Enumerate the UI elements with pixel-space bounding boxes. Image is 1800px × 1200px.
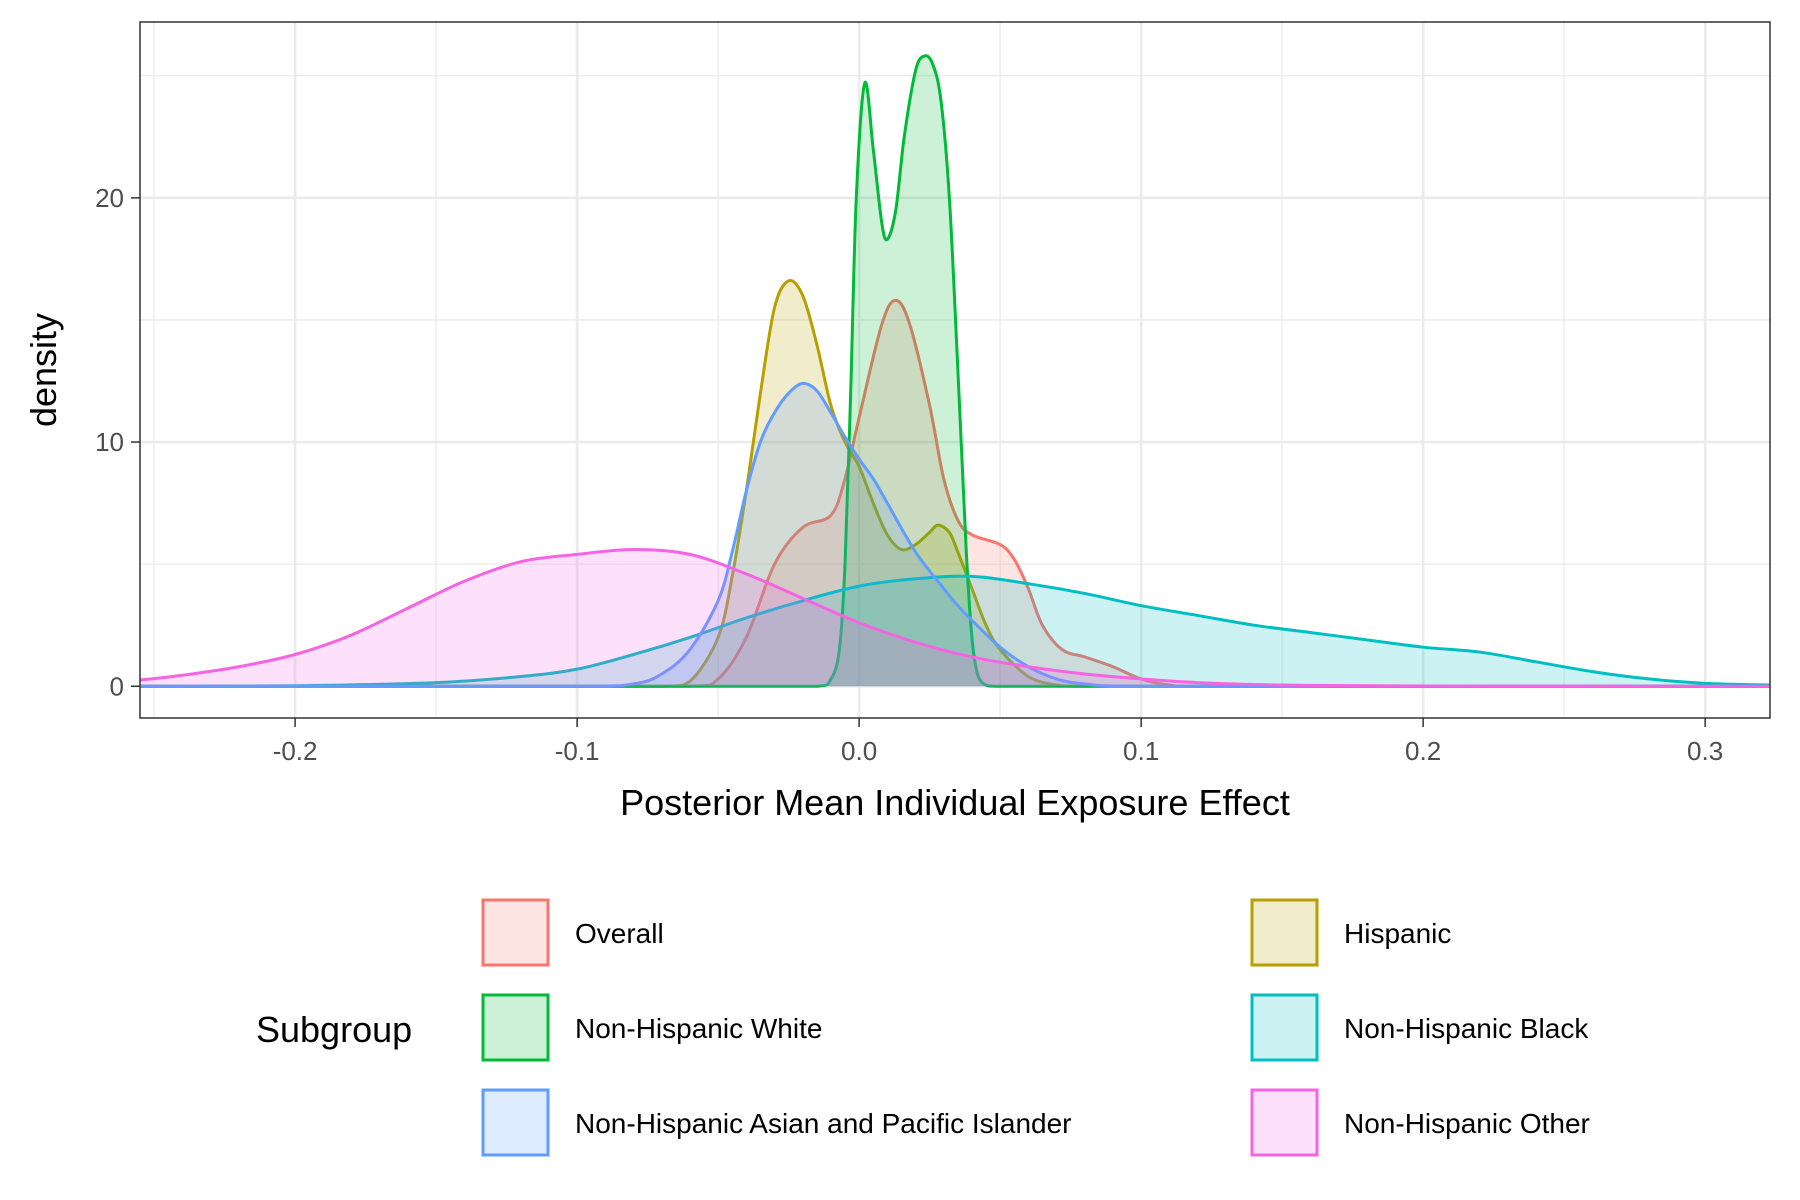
x-tick-label: 0.0 bbox=[841, 736, 877, 766]
density-area-non-hispanic-white bbox=[140, 55, 1770, 687]
density-area-overall bbox=[140, 300, 1770, 687]
legend-title: Subgroup bbox=[256, 1009, 412, 1050]
legend-label-non-hispanic-black: Non-Hispanic Black bbox=[1344, 1013, 1589, 1044]
legend-label-hispanic: Hispanic bbox=[1344, 918, 1451, 949]
x-axis: -0.2 -0.1 0.0 0.1 0.2 0.3 bbox=[273, 718, 1723, 766]
x-tick-label: 0.2 bbox=[1405, 736, 1441, 766]
legend-key-overall bbox=[481, 898, 550, 967]
density-line-non-hispanic-white bbox=[140, 54, 1770, 688]
density-area-non-hispanic-asian-and-pacific-islander bbox=[140, 383, 1770, 687]
legend-label-non-hispanic-asian-and-pacific-islander: Non-Hispanic Asian and Pacific Islander bbox=[575, 1108, 1071, 1139]
plot-panel-border bbox=[139, 21, 1771, 719]
legend: Subgroup Overall Hispanic Non-Hispanic Whi… bbox=[256, 898, 1590, 1157]
legend-key-non-hispanic-asian-and-pacific-islander bbox=[481, 1088, 550, 1157]
y-tick-label: 10 bbox=[95, 427, 124, 457]
legend-label-non-hispanic-white: Non-Hispanic White bbox=[575, 1013, 822, 1044]
density-line-hispanic bbox=[140, 279, 1770, 688]
y-tick-label: 20 bbox=[95, 183, 124, 213]
legend-key-hispanic bbox=[1250, 898, 1319, 967]
x-tick-label: 0.3 bbox=[1687, 736, 1723, 766]
legend-label-overall: Overall bbox=[575, 918, 664, 949]
x-axis-title: Posterior Mean Individual Exposure Effec… bbox=[620, 782, 1290, 823]
density-line-non-hispanic-black bbox=[139, 574, 1771, 688]
x-tick-label: -0.2 bbox=[273, 736, 318, 766]
y-axis-title: density bbox=[23, 313, 64, 427]
x-tick-label: 0.1 bbox=[1123, 736, 1159, 766]
density-area-non-hispanic-other bbox=[140, 549, 1770, 687]
legend-key-non-hispanic-black bbox=[1250, 993, 1319, 1062]
legend-label-non-hispanic-other: Non-Hispanic Other bbox=[1344, 1108, 1590, 1139]
density-line-non-hispanic-asian-and-pacific-islander bbox=[140, 381, 1770, 688]
y-axis: 0 10 20 bbox=[95, 183, 140, 701]
density-area-non-hispanic-black bbox=[140, 576, 1770, 687]
y-tick-label: 0 bbox=[110, 671, 124, 701]
density-line-non-hispanic-other bbox=[139, 547, 1771, 688]
x-tick-label: -0.1 bbox=[555, 736, 600, 766]
density-line-overall bbox=[140, 298, 1770, 688]
density-areas bbox=[139, 54, 1771, 688]
density-area-hispanic bbox=[140, 280, 1770, 687]
legend-key-non-hispanic-other bbox=[1250, 1088, 1319, 1157]
legend-key-non-hispanic-white bbox=[481, 993, 550, 1062]
